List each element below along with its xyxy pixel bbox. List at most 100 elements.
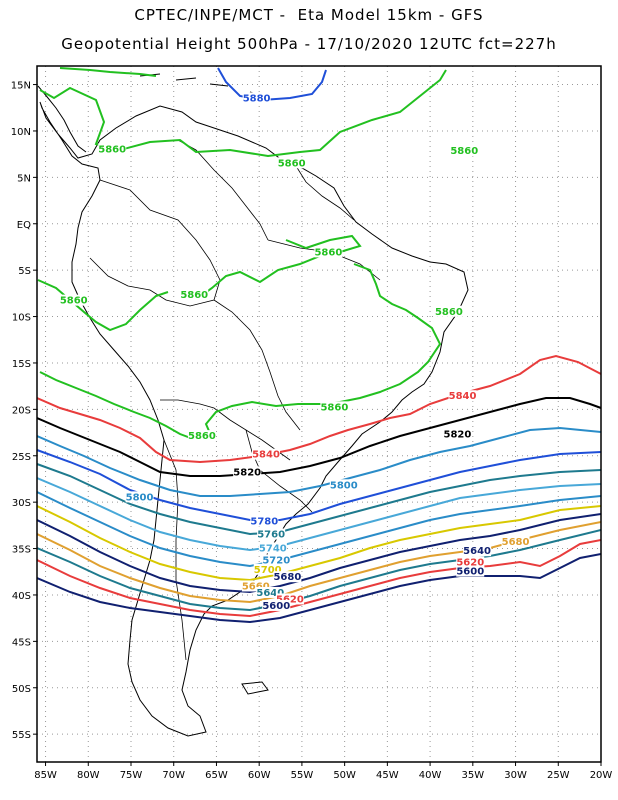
contour-5760 bbox=[37, 463, 601, 536]
lon-label: 75W bbox=[120, 770, 143, 781]
contour-5860-west bbox=[37, 279, 169, 332]
contour-label: 5860 bbox=[180, 290, 208, 301]
contour-label: 5860 bbox=[98, 144, 126, 155]
contour-label: 5860 bbox=[188, 431, 216, 442]
central-america bbox=[37, 85, 87, 153]
contour-label-bg bbox=[256, 586, 285, 598]
lon-label: 30W bbox=[504, 770, 527, 781]
lon-label: 85W bbox=[34, 770, 57, 781]
contour-label: 5600 bbox=[262, 601, 290, 612]
contour-label-bg bbox=[253, 563, 282, 575]
contour-label: 5800 bbox=[126, 492, 154, 503]
lat-label: 45S bbox=[12, 637, 31, 648]
contour-label: 5660 bbox=[242, 581, 270, 592]
lat-label: 10N bbox=[11, 127, 31, 138]
contour-5740 bbox=[37, 477, 601, 552]
contour-5700 bbox=[37, 505, 601, 582]
lon-label: 55W bbox=[291, 770, 314, 781]
contour-5720 bbox=[37, 491, 601, 568]
contour-5860-island bbox=[185, 234, 362, 300]
contour-label-bg bbox=[275, 593, 304, 605]
contour-label: 5700 bbox=[254, 565, 282, 576]
contour-label-bg bbox=[250, 515, 279, 527]
contour-label: 5720 bbox=[262, 555, 290, 566]
contour-5780 bbox=[37, 449, 601, 521]
longitude-labels: 85W 80W 75W 70W 65W 60W 55W 50W 45W 40W 35W 30W 25W 2… bbox=[34, 770, 612, 781]
title-line-1: CPTEC/INPE/MCT - Eta Model 15km - GFS bbox=[134, 6, 484, 24]
contour-5600 bbox=[37, 553, 601, 624]
map-frame bbox=[36, 65, 602, 763]
contour-label-bg bbox=[241, 580, 270, 592]
contour-label-bg bbox=[456, 565, 485, 577]
contour-label-bg bbox=[180, 289, 209, 301]
contour-label-bg bbox=[258, 542, 287, 554]
lon-label: 20W bbox=[590, 770, 613, 781]
latitude-labels: 15N 10N 5N EQ 5S 10S 15S 20S 25S 30S 35S 40S 45S 50S 5… bbox=[11, 81, 31, 742]
contour-5860-north bbox=[39, 69, 447, 158]
graticule bbox=[37, 66, 602, 762]
lat-label: 55S bbox=[12, 730, 31, 741]
country-borders bbox=[89, 139, 381, 661]
contour-label-bg bbox=[233, 466, 262, 478]
contour-label-bg bbox=[257, 528, 286, 540]
contour-label: 5820 bbox=[444, 429, 472, 440]
lat-label: 25S bbox=[12, 452, 31, 463]
contour-label-bg bbox=[252, 448, 281, 460]
lat-label: 50S bbox=[12, 684, 31, 695]
contour-label-bg bbox=[125, 491, 154, 503]
contour-label-bg bbox=[329, 479, 358, 491]
lat-label: 40S bbox=[12, 591, 31, 602]
lon-label: 40W bbox=[419, 770, 442, 781]
contour-lines bbox=[37, 67, 601, 624]
contour-label-bg bbox=[434, 305, 463, 317]
contour-label-bg bbox=[501, 535, 530, 547]
lon-label: 50W bbox=[333, 770, 356, 781]
contour-label-bg bbox=[450, 145, 479, 157]
contour-label: 5860 bbox=[320, 402, 348, 413]
contour-label: 5600 bbox=[456, 567, 484, 578]
contour-label: 5860 bbox=[278, 158, 306, 169]
contour-5860-east bbox=[39, 263, 442, 442]
lat-label: 30S bbox=[12, 498, 31, 509]
contour-5880 bbox=[217, 67, 327, 102]
lat-label: 5S bbox=[18, 266, 31, 277]
contour-label: 5640 bbox=[256, 588, 284, 599]
contour-label-bg bbox=[277, 157, 306, 169]
contour-label: 5860 bbox=[435, 307, 463, 318]
lat-label: 10S bbox=[12, 313, 31, 324]
contour-label: 5760 bbox=[257, 529, 285, 540]
contour-label-bg bbox=[448, 390, 477, 402]
lon-label: 65W bbox=[205, 770, 228, 781]
contour-5860-north-west bbox=[59, 67, 157, 77]
contour-label: 5820 bbox=[233, 467, 261, 478]
contour-label: 5840 bbox=[449, 391, 477, 402]
contour-label-bg bbox=[320, 401, 349, 413]
contour-5820 bbox=[37, 397, 601, 477]
axis-ticks bbox=[33, 84, 602, 766]
lon-label: 60W bbox=[248, 770, 271, 781]
lon-label: 35W bbox=[462, 770, 485, 781]
contour-label-bg bbox=[242, 92, 271, 104]
contour-label-bg bbox=[262, 554, 291, 566]
contour-label: 5620 bbox=[456, 557, 484, 568]
contour-5840 bbox=[37, 354, 601, 464]
falklands bbox=[241, 681, 269, 695]
lat-label: 35S bbox=[12, 545, 31, 556]
contour-labels: 5880 5860 5860 5860 5860 5860 5860 5860 5860 5860… bbox=[59, 92, 530, 612]
lon-label: 70W bbox=[162, 770, 185, 781]
lon-label: 80W bbox=[77, 770, 100, 781]
contour-label-bg bbox=[456, 556, 485, 568]
continent-outline bbox=[37, 73, 469, 737]
contour-label-bg bbox=[443, 428, 472, 440]
lat-label: 20S bbox=[12, 405, 31, 416]
contour-label: 5640 bbox=[463, 546, 491, 557]
lat-label: 15S bbox=[12, 359, 31, 370]
lon-label: 45W bbox=[376, 770, 399, 781]
contour-label: 5680 bbox=[273, 572, 301, 583]
contour-label-bg bbox=[262, 599, 291, 611]
contour-label: 5860 bbox=[314, 247, 342, 258]
contour-label-bg bbox=[98, 143, 127, 155]
lat-label: 15N bbox=[11, 81, 31, 92]
contour-label-bg bbox=[463, 545, 492, 557]
